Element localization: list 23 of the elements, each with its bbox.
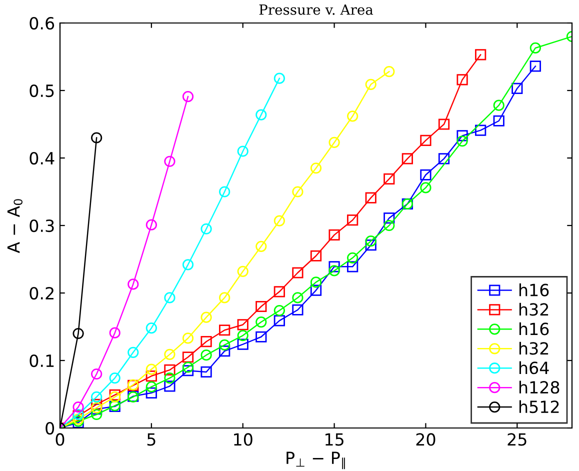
chart-title: Pressure v. Area — [259, 4, 374, 15]
x-tick-label: 0 — [56, 433, 64, 446]
legend-label: h32 — [519, 342, 548, 355]
legend-label: h64 — [519, 361, 549, 374]
legend-label: h16 — [519, 322, 549, 336]
y-tick-label: 0.3 — [30, 219, 54, 232]
y-tick-label: 0.6 — [30, 16, 54, 30]
x-tick-label: 20 — [416, 433, 436, 446]
x-tick-label: 10 — [234, 433, 252, 446]
x-tick-label: 5 — [147, 433, 156, 446]
legend-label: h128 — [519, 380, 560, 394]
legend-label: h16 — [519, 283, 549, 296]
y-tick-label: 0.2 — [30, 286, 54, 300]
legend-label: h512 — [519, 400, 559, 414]
y-axis-title: A − A$_{0}$ — [7, 199, 22, 254]
y-tick-label: 0.4 — [30, 152, 54, 165]
y-tick-label: 0 — [46, 422, 54, 435]
x-tick-label: 15 — [326, 433, 344, 446]
y-tick-label: 0.1 — [30, 354, 54, 368]
legend-label: h32 — [519, 302, 548, 316]
y-tick-label: 0.5 — [30, 84, 54, 98]
x-tick-label: 25 — [508, 433, 526, 446]
x-axis-title: P$_{⊥}$ − P$_{∥}$ — [286, 452, 345, 470]
